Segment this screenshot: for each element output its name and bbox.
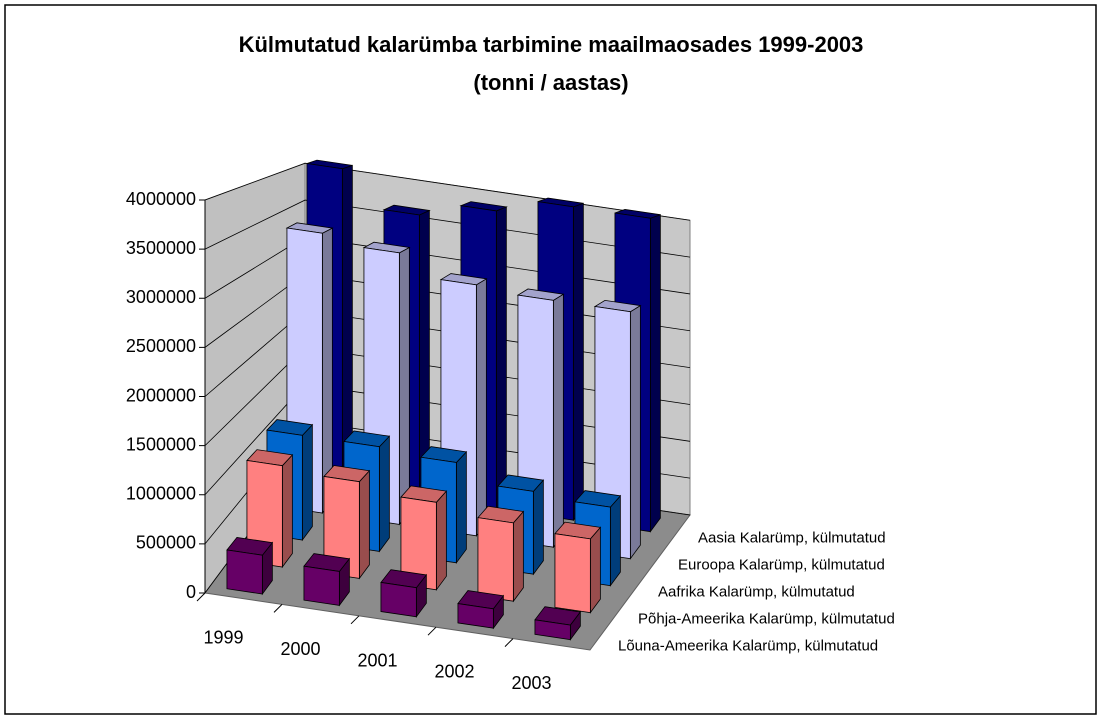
y-tick-label: 1500000 — [126, 434, 196, 454]
bar-side — [532, 479, 544, 576]
chart-title: Külmutatud kalarümba tarbimine maailmaos… — [239, 32, 864, 57]
y-tick-label: 2000000 — [126, 385, 196, 405]
bar — [380, 569, 428, 619]
series-label: Aasia Kalarümp, külmutatud — [698, 529, 886, 546]
y-tick-label: 4000000 — [126, 189, 196, 209]
x-tick — [350, 615, 360, 625]
series-label: Euroopa Kalarümp, külmutatud — [678, 556, 885, 573]
y-tick-label: 0 — [186, 582, 196, 602]
bar-side — [378, 435, 390, 553]
bar-side — [495, 206, 507, 511]
x-tick — [504, 638, 514, 647]
bar-front — [457, 603, 494, 629]
bar-side — [435, 490, 447, 592]
bar — [400, 485, 448, 592]
bar — [457, 590, 505, 630]
bar-front — [226, 549, 263, 595]
bar-front — [554, 533, 591, 614]
bar-side — [398, 246, 410, 526]
bar-side — [589, 526, 601, 614]
bar-side — [609, 494, 621, 587]
y-tick-label: 2500000 — [126, 336, 196, 356]
bar — [534, 606, 582, 641]
bar-side — [455, 450, 467, 565]
bar-front — [303, 565, 340, 606]
bar-side — [475, 278, 487, 538]
bar — [303, 553, 351, 607]
y-tick-label: 3500000 — [126, 238, 196, 258]
series-label: Aafrika Kalarümp, külmutatud — [658, 583, 855, 600]
bar-side — [512, 510, 524, 603]
bar — [477, 505, 525, 603]
y-tick-label: 500000 — [136, 533, 196, 553]
bar — [554, 521, 602, 614]
bar-front — [477, 517, 514, 602]
bar-side — [552, 293, 564, 549]
bar-side — [649, 214, 661, 533]
x-tick-label: 2001 — [357, 650, 397, 670]
bar — [226, 537, 274, 596]
x-tick — [273, 604, 283, 613]
series-label: Põhja-Ameerika Kalarümp, külmutatud — [638, 610, 895, 627]
bar-side — [281, 453, 293, 569]
x-tick — [196, 592, 206, 602]
chart-subtitle: (tonni / aastas) — [473, 70, 628, 95]
bar-side — [629, 304, 641, 560]
bar-side — [358, 469, 370, 580]
x-tick-label: 2003 — [511, 673, 551, 693]
x-tick — [427, 626, 437, 636]
series-label: Lõuna-Ameerika Kalarümp, külmutatud — [618, 637, 878, 654]
bar-side — [301, 423, 313, 542]
x-tick-label: 1999 — [203, 627, 243, 647]
y-tick-label: 1000000 — [126, 484, 196, 504]
bar-front — [380, 581, 417, 618]
bar-front — [534, 619, 571, 641]
y-tick-label: 3000000 — [126, 287, 196, 307]
x-tick-label: 2002 — [434, 662, 474, 682]
bar-side — [572, 202, 584, 522]
x-tick-label: 2000 — [280, 639, 320, 659]
bar — [323, 465, 371, 580]
